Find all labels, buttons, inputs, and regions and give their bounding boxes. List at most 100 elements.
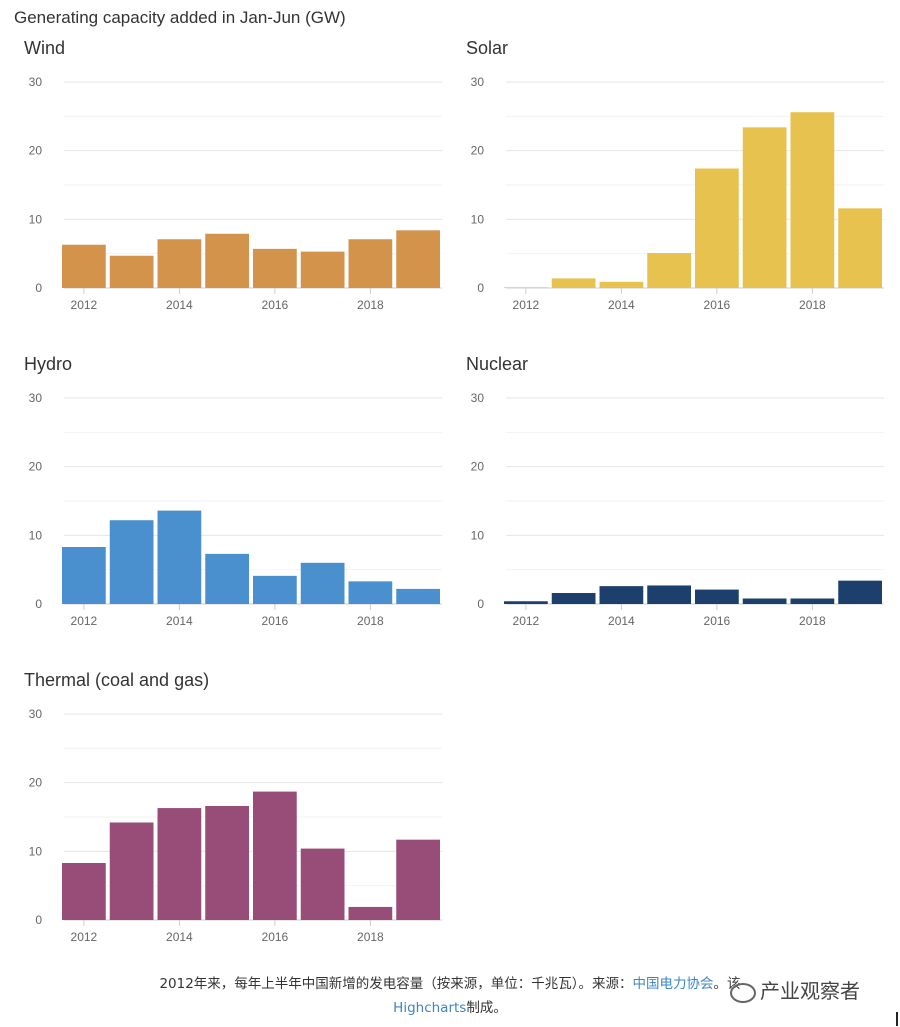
bar-2014 <box>599 281 644 288</box>
bar-2019 <box>838 580 882 604</box>
y-tick-label: 30 <box>29 391 43 405</box>
bar-2017 <box>300 251 345 288</box>
y-tick-label: 30 <box>29 707 43 721</box>
bar-2015 <box>205 233 249 288</box>
bar-2012 <box>62 547 106 604</box>
bar-2018 <box>348 581 393 604</box>
y-tick-label: 0 <box>477 597 484 611</box>
y-tick-label: 20 <box>471 460 485 474</box>
wechat-icon <box>730 982 756 1003</box>
main-title: Generating capacity added in Jan-Jun (GW… <box>14 8 346 27</box>
bar-2015 <box>205 806 249 920</box>
caption-text: 2012年来，每年上半年中国新增的发电容量（按来源，单位：千兆瓦）。来源： <box>159 976 633 992</box>
chart-svg: 0 10 20 30 2012 2014 2016 2018 <box>29 75 442 312</box>
y-tick-label: 0 <box>35 281 42 295</box>
x-tick-label: 2012 <box>71 614 98 628</box>
bar-2014 <box>157 510 202 604</box>
bar-2016 <box>253 575 297 604</box>
bar-2015 <box>647 252 691 288</box>
x-tick-label: 2012 <box>71 298 98 312</box>
bar-2017 <box>742 598 787 604</box>
y-tick-label: 0 <box>35 597 42 611</box>
x-tick-label: 2016 <box>704 298 731 312</box>
x-tick-label: 2014 <box>608 614 635 628</box>
chart-title-wind: Wind <box>24 38 66 58</box>
chart-svg: 0 10 20 30 2012 2014 2016 2018 <box>471 391 884 628</box>
bar-2019 <box>838 208 882 288</box>
y-tick-label: 10 <box>471 528 485 542</box>
caption-line-2: Highcharts制成。 <box>20 996 880 1020</box>
source-link[interactable]: 中国电力协会 <box>632 976 714 992</box>
bar-2017 <box>300 562 345 604</box>
y-tick-label: 30 <box>29 75 43 89</box>
bar-2014 <box>157 808 202 920</box>
bar-2015 <box>647 585 691 604</box>
chart-title-solar: Solar <box>466 38 509 58</box>
bar-2019 <box>396 839 440 920</box>
x-tick-label: 2016 <box>262 930 289 944</box>
watermark: 产业观察者 <box>730 975 860 1004</box>
bar-2013 <box>109 822 154 920</box>
x-tick-label: 2012 <box>513 298 540 312</box>
bar-2016 <box>253 248 297 288</box>
bar-2016 <box>695 168 739 288</box>
bar-2013 <box>109 520 154 604</box>
x-tick-label: 2018 <box>799 298 826 312</box>
chart-thermal: Thermal (coal and gas) 0 10 20 30 2012 2014 20… <box>14 670 444 970</box>
y-tick-label: 10 <box>29 212 43 226</box>
bar-2018 <box>790 112 835 288</box>
bar-2015 <box>205 553 249 604</box>
bar-2016 <box>695 589 739 604</box>
y-tick-label: 0 <box>35 913 42 927</box>
bar-2018 <box>790 598 835 604</box>
x-tick-label: 2016 <box>262 614 289 628</box>
chart-title-thermal: Thermal (coal and gas) <box>24 670 210 690</box>
bar-2019 <box>396 230 440 288</box>
chart-title-hydro: Hydro <box>24 354 73 374</box>
chart-svg: 0 10 20 30 2012 2014 2016 2018 <box>471 75 884 312</box>
chart-nuclear: Nuclear 0 10 20 30 2012 2014 2016 2018 <box>456 354 886 654</box>
chart-solar: Solar 0 10 20 30 2012 2014 2016 2018 <box>456 38 886 338</box>
y-tick-label: 10 <box>471 212 485 226</box>
y-tick-label: 0 <box>477 281 484 295</box>
y-tick-label: 20 <box>471 144 485 158</box>
x-tick-label: 2014 <box>608 298 635 312</box>
x-tick-label: 2018 <box>357 614 384 628</box>
x-tick-label: 2012 <box>513 614 540 628</box>
x-tick-label: 2014 <box>166 298 193 312</box>
x-tick-label: 2018 <box>799 614 826 628</box>
bar-2012 <box>62 863 106 920</box>
x-tick-label: 2016 <box>262 298 289 312</box>
bar-2013 <box>551 278 596 288</box>
bar-2014 <box>599 586 644 604</box>
x-tick-label: 2014 <box>166 614 193 628</box>
bar-2019 <box>396 588 440 604</box>
bar-2012 <box>504 287 548 288</box>
bar-2017 <box>742 127 787 288</box>
chart-svg: 0 10 20 30 2012 2014 2016 2018 <box>29 707 442 944</box>
y-tick-label: 10 <box>29 528 43 542</box>
y-tick-label: 30 <box>471 75 485 89</box>
y-tick-label: 10 <box>29 844 43 858</box>
x-tick-label: 2016 <box>704 614 731 628</box>
x-tick-label: 2014 <box>166 930 193 944</box>
x-tick-label: 2018 <box>357 930 384 944</box>
edge-mark <box>896 1012 898 1026</box>
highcharts-link[interactable]: Highcharts <box>393 1000 467 1016</box>
chart-title-nuclear: Nuclear <box>466 354 529 374</box>
bar-2012 <box>504 601 548 604</box>
x-tick-label: 2018 <box>357 298 384 312</box>
bar-2016 <box>253 791 297 920</box>
bar-2014 <box>157 239 202 288</box>
bar-2017 <box>300 848 345 920</box>
watermark-text: 产业观察者 <box>760 979 860 1003</box>
chart-svg: 0 10 20 30 2012 2014 2016 2018 <box>29 391 442 628</box>
bar-2012 <box>62 244 106 288</box>
bar-2018 <box>348 239 393 288</box>
chart-wind: Wind 0 10 20 30 2012 2014 2016 2018 <box>14 38 444 338</box>
x-tick-label: 2012 <box>71 930 98 944</box>
y-tick-label: 20 <box>29 776 43 790</box>
bar-2018 <box>348 906 393 920</box>
bar-2013 <box>551 593 596 604</box>
y-tick-label: 20 <box>29 460 43 474</box>
